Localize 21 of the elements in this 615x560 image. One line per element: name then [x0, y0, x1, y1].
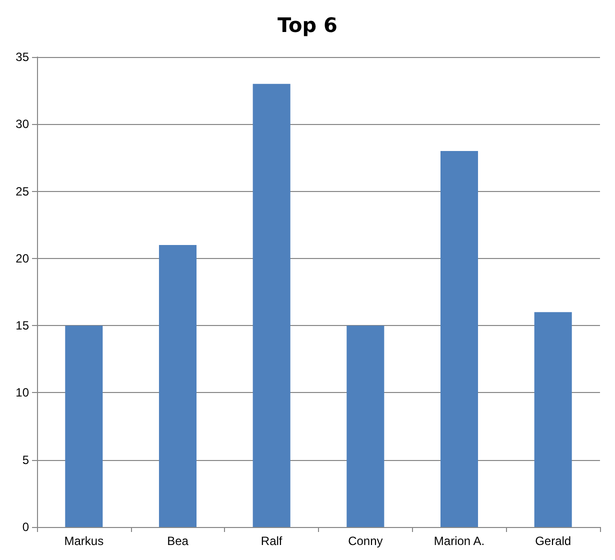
bar [440, 151, 478, 527]
y-tick-label: 0 [22, 520, 30, 534]
bar [65, 326, 103, 527]
x-tick-label: Markus [64, 534, 104, 548]
x-tick-label: Bea [167, 534, 189, 548]
x-tick-label: Ralf [260, 534, 283, 548]
x-tick-label: Marion A. [434, 534, 485, 548]
y-tick-label: 15 [16, 318, 30, 333]
bar [158, 245, 197, 527]
x-tick-label: Gerald [535, 534, 572, 548]
x-tick-label: Conny [348, 534, 383, 548]
chart-title: Top 6 [278, 13, 338, 37]
y-tick-label: 30 [16, 117, 30, 132]
y-tick-label: 25 [16, 184, 30, 198]
y-tick-label: 35 [16, 50, 30, 64]
y-tick-label: 10 [16, 386, 30, 400]
y-tick-label: 5 [22, 452, 30, 467]
bar [252, 84, 290, 527]
y-tick-label: 20 [16, 251, 30, 266]
bar [534, 312, 572, 527]
bar [346, 326, 384, 527]
